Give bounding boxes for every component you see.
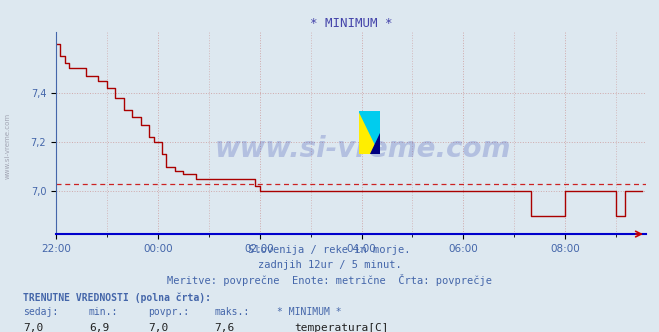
Title: * MINIMUM *: * MINIMUM * (310, 17, 392, 30)
Text: 7,0: 7,0 (148, 323, 169, 332)
Text: www.si-vreme.com: www.si-vreme.com (5, 113, 11, 179)
Text: 7,6: 7,6 (214, 323, 235, 332)
Text: 6,9: 6,9 (89, 323, 109, 332)
Text: povpr.:: povpr.: (148, 307, 189, 317)
Text: zadnjih 12ur / 5 minut.: zadnjih 12ur / 5 minut. (258, 260, 401, 270)
Polygon shape (370, 133, 380, 154)
Text: TRENUTNE VREDNOSTI (polna črta):: TRENUTNE VREDNOSTI (polna črta): (23, 293, 211, 303)
Text: www.si-vreme.com: www.si-vreme.com (214, 135, 511, 163)
Text: * MINIMUM *: * MINIMUM * (277, 307, 341, 317)
Text: Meritve: povprečne  Enote: metrične  Črta: povprečje: Meritve: povprečne Enote: metrične Črta:… (167, 274, 492, 286)
Polygon shape (359, 111, 380, 154)
Text: sedaj:: sedaj: (23, 307, 58, 317)
Text: 7,0: 7,0 (23, 323, 43, 332)
Text: maks.:: maks.: (214, 307, 249, 317)
Polygon shape (359, 111, 380, 154)
Text: temperatura[C]: temperatura[C] (295, 323, 389, 332)
Text: min.:: min.: (89, 307, 119, 317)
Text: Slovenija / reke in morje.: Slovenija / reke in morje. (248, 245, 411, 255)
